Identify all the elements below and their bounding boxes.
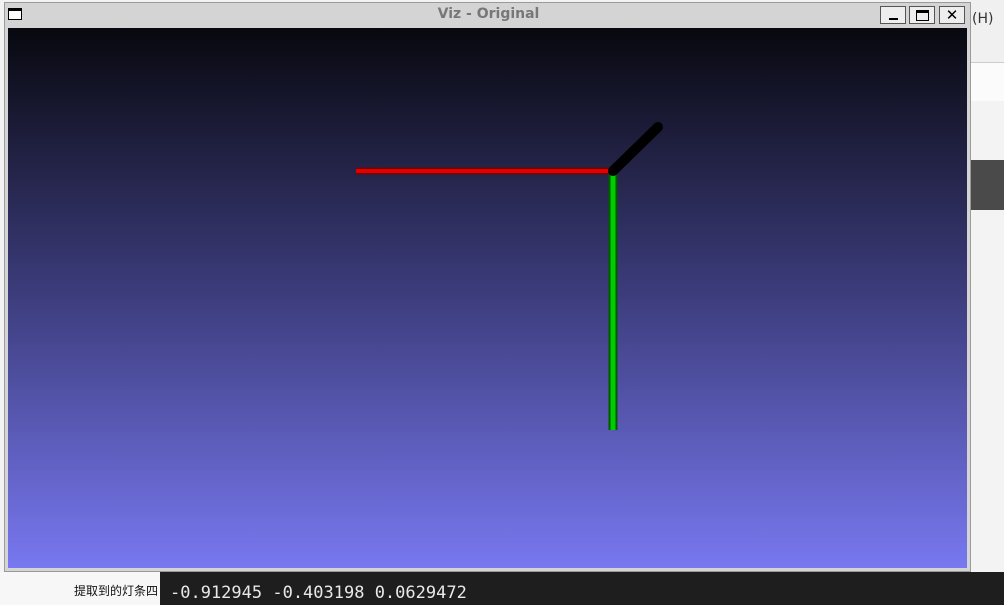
menu-hint: (H) (972, 11, 994, 27)
scene-background (8, 28, 967, 568)
side-panel (0, 572, 160, 605)
viz-window: Viz - Original ✕ (4, 2, 971, 572)
minimize-button[interactable] (880, 6, 906, 24)
minimize-icon (889, 18, 898, 20)
close-button[interactable]: ✕ (939, 6, 965, 24)
console-line: -0.912945 -0.403198 0.0629472 (170, 583, 467, 603)
window-icon (8, 8, 22, 20)
z-axis (608, 122, 663, 176)
console (160, 572, 1004, 605)
maximize-icon (916, 10, 929, 21)
maximize-button[interactable] (909, 6, 935, 24)
viz-canvas (8, 28, 967, 568)
side-label: 提取到的灯条四 (74, 584, 159, 598)
window-title: Viz - Original (437, 6, 540, 22)
